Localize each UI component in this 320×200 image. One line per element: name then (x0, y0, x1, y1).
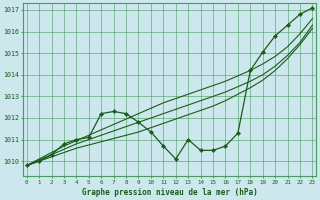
X-axis label: Graphe pression niveau de la mer (hPa): Graphe pression niveau de la mer (hPa) (82, 188, 257, 197)
